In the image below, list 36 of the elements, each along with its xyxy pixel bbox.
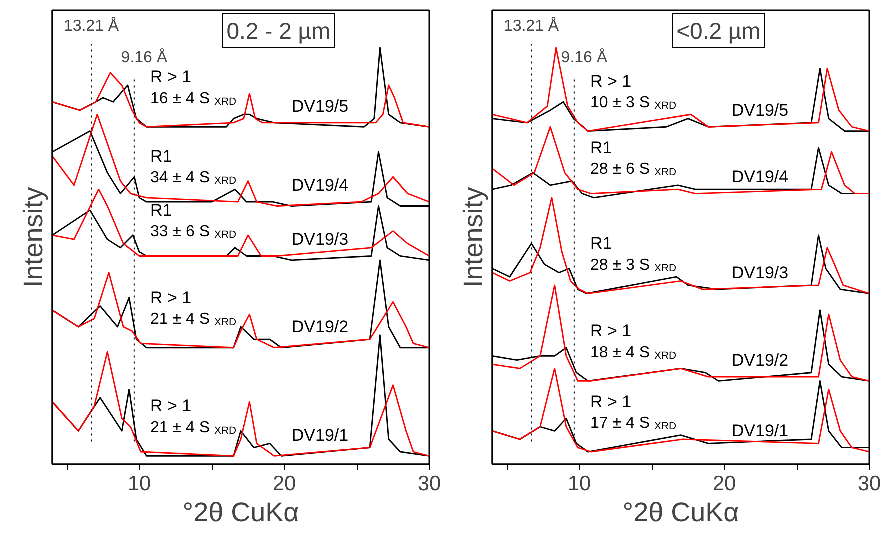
annotation: DV19/1 [732, 422, 789, 441]
annotation: R1 [590, 138, 612, 158]
x-tick-label: 30 [858, 472, 882, 496]
annotation: R > 1 [150, 68, 192, 87]
ref-line-label: 9.16 Å [561, 48, 608, 67]
annotation: DV19/5 [292, 96, 349, 116]
text: <0.2 µm [676, 18, 761, 44]
text: 0.2 - 2 µm [226, 18, 331, 44]
annotation: DV19/4 [732, 168, 789, 187]
annotation: DV19/2 [292, 318, 349, 337]
x-tick-label: 10 [128, 472, 152, 496]
annotation: R1 [150, 200, 172, 220]
x-tick-label: 20 [712, 472, 736, 496]
annotation: DV19/5 [732, 100, 789, 120]
y-axis-title: Intensity [458, 186, 488, 288]
annotation: DV19/3 [292, 230, 349, 250]
x-tick-label: 20 [272, 472, 296, 496]
ref-line-label: 13.21 Å [504, 16, 560, 35]
x-axis-title: °2θ CuKα [622, 498, 740, 528]
annotation: R > 1 [590, 392, 632, 412]
x-tick-label: 30 [418, 472, 442, 496]
annotation: DV19/4 [292, 176, 349, 195]
annotation: R > 1 [590, 322, 632, 341]
annotation: R1 [150, 146, 172, 166]
x-axis-title: °2θ CuKα [182, 498, 300, 528]
annotation: R > 1 [150, 396, 192, 416]
annotation: R1 [590, 234, 612, 254]
annotation: DV19/3 [732, 263, 789, 282]
ref-line-label: 13.21 Å [64, 16, 120, 35]
annotation: R > 1 [590, 72, 632, 91]
y-axis-title: Intensity [18, 186, 48, 288]
annotation: R > 1 [150, 288, 192, 308]
annotation: DV19/1 [292, 426, 349, 445]
ref-line-label: 9.16 Å [121, 48, 168, 67]
annotation: DV19/2 [732, 350, 789, 370]
x-tick-label: 10 [568, 472, 592, 496]
